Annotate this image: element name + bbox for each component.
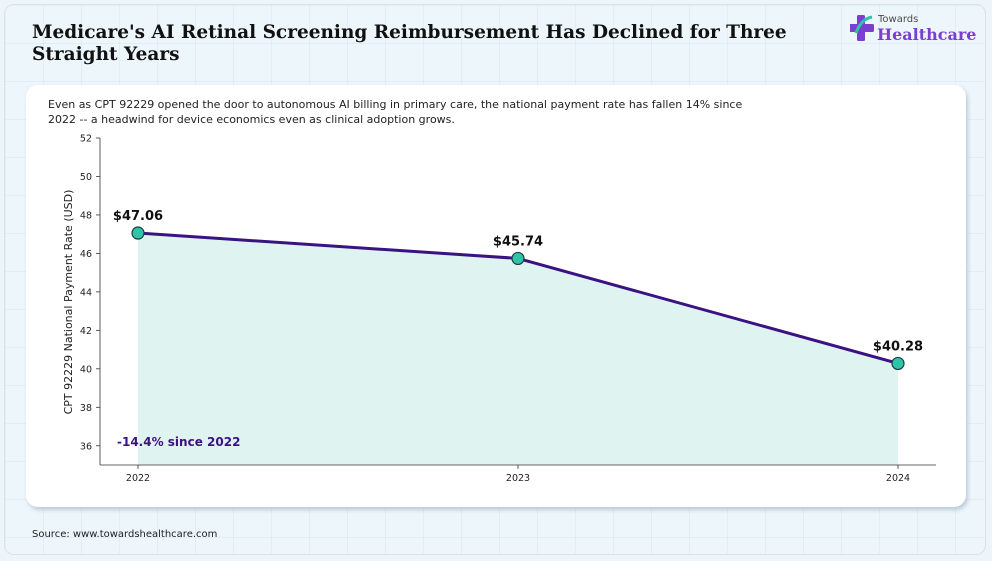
x-tick-label: 2022: [126, 473, 150, 484]
logo-text-top: Towards: [878, 14, 919, 25]
y-tick-label: 36: [80, 441, 92, 452]
y-tick-label: 52: [80, 134, 92, 145]
y-tick-label: 46: [80, 249, 92, 260]
y-tick-label: 38: [80, 403, 92, 414]
y-tick-label: 50: [80, 172, 92, 183]
data-point: [131, 226, 145, 240]
x-tick-label: 2023: [506, 473, 530, 484]
logo-icon: [850, 15, 874, 41]
change-annotation: -14.4% since 2022: [117, 435, 240, 449]
data-point: [511, 251, 525, 266]
logo-text-bottom: Healthcare: [877, 25, 977, 44]
y-tick-label: 40: [80, 364, 92, 375]
y-axis-label: CPT 92229 National Payment Rate (USD): [62, 190, 75, 415]
x-tick-label: 2024: [886, 473, 910, 484]
chart-subtitle: Even as CPT 92229 opened the door to aut…: [48, 98, 743, 126]
y-tick-label: 48: [80, 210, 92, 221]
source-note: Source: www.towardshealthcare.com: [32, 529, 218, 540]
area-fill: [138, 233, 898, 465]
data-label: $47.06: [113, 209, 163, 224]
y-tick-label: 44: [80, 287, 92, 298]
data-label: $40.28: [873, 339, 923, 354]
y-tick-label: 42: [80, 326, 92, 337]
data-label: $45.74: [493, 234, 543, 249]
data-point: [891, 356, 905, 371]
page-title: Medicare's AI Retinal Screening Reimburs…: [32, 22, 787, 65]
